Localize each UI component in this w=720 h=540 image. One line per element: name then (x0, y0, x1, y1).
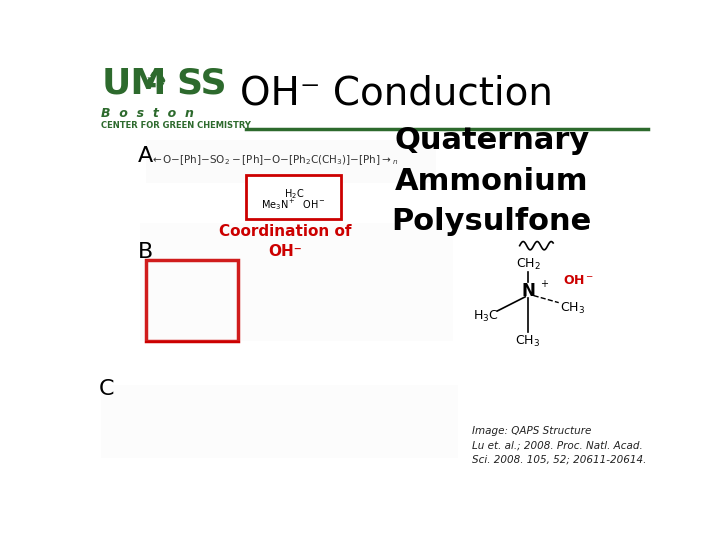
Text: $\leftarrow$O$-$[Ph]$-$SO$_2-$[Ph]$-$O$-$[Ph$_2$C(CH$_3$)]$-$[Ph]$\rightarrow_n$: $\leftarrow$O$-$[Ph]$-$SO$_2-$[Ph]$-$O$-… (150, 153, 398, 167)
Text: ♻: ♻ (145, 70, 167, 94)
Text: CH$_2$: CH$_2$ (516, 257, 541, 272)
FancyBboxPatch shape (101, 385, 459, 458)
FancyBboxPatch shape (145, 140, 436, 183)
Text: A: A (138, 146, 153, 166)
Text: Me$_3$N$^+$  OH$^-$: Me$_3$N$^+$ OH$^-$ (261, 198, 326, 212)
Text: B  o  s  t  o  n: B o s t o n (101, 107, 194, 120)
Text: +: + (540, 279, 548, 289)
Text: N: N (521, 282, 535, 300)
Text: SS: SS (176, 66, 227, 100)
FancyBboxPatch shape (246, 175, 341, 219)
FancyBboxPatch shape (140, 223, 453, 341)
Text: C: C (99, 379, 114, 399)
Text: Quaternary
Ammonium
Polysulfone: Quaternary Ammonium Polysulfone (392, 126, 592, 236)
Text: UM: UM (101, 66, 166, 100)
Text: CENTER FOR GREEN CHEMISTRY: CENTER FOR GREEN CHEMISTRY (101, 120, 251, 130)
Text: H$_3$C: H$_3$C (473, 309, 499, 324)
Text: B: B (138, 242, 153, 262)
Text: CH$_3$: CH$_3$ (560, 300, 585, 315)
Text: Image: QAPS Structure
Lu et. al.; 2008. Proc. Natl. Acad.
Sci. 2008. 105, 52; 20: Image: QAPS Structure Lu et. al.; 2008. … (472, 426, 647, 464)
Text: OH⁻ Conduction: OH⁻ Conduction (240, 75, 554, 113)
Text: CH$_3$: CH$_3$ (516, 334, 541, 349)
Text: OH$^-$: OH$^-$ (562, 274, 594, 287)
Text: H$_2$C: H$_2$C (284, 187, 304, 200)
Text: Coordination of
OH⁻: Coordination of OH⁻ (219, 224, 351, 259)
